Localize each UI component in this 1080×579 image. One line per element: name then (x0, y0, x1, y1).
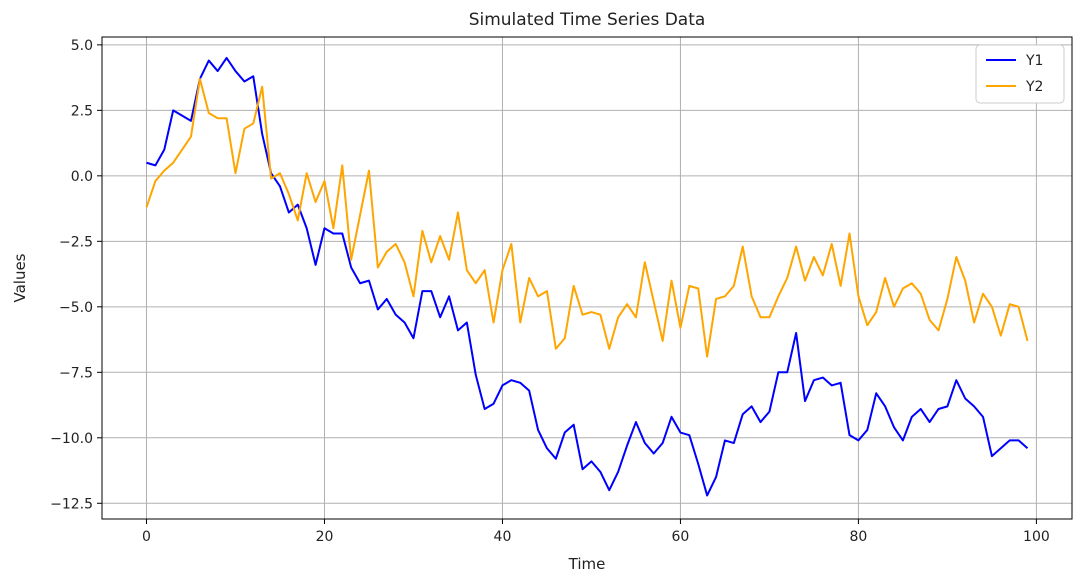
x-tick-label: 60 (672, 529, 690, 545)
x-tick-label: 40 (494, 529, 512, 545)
legend-label-y1: Y1 (1025, 53, 1043, 69)
legend: Y1 Y2 (975, 44, 1065, 104)
legend-label-y2: Y2 (1025, 79, 1043, 95)
y-axis: 5.0 2.5 0.0 −2.5 −5.0 −7.5 −10.0 −12.5 (50, 38, 102, 512)
x-tick-label: 0 (142, 529, 151, 545)
y-tick-label: −10.0 (50, 431, 93, 447)
chart-title: Simulated Time Series Data (469, 10, 706, 30)
series-line-y2 (145, 77, 1029, 358)
y-tick-label: 0.0 (71, 169, 93, 185)
y-tick-label: −12.5 (50, 496, 93, 512)
plot-frame (101, 36, 1073, 520)
x-tick-label: 20 (316, 529, 334, 545)
x-tick-label: 80 (850, 529, 868, 545)
x-axis-label: Time (568, 555, 606, 573)
y-tick-label: −5.0 (59, 300, 93, 316)
x-tick-label: 100 (1023, 529, 1050, 545)
y-tick-label: −2.5 (59, 234, 93, 250)
x-axis: 0 20 40 60 80 100 (142, 519, 1050, 545)
legend-box (975, 44, 1065, 104)
series-line-y1 (146, 56, 1029, 497)
y-axis-label: Values (11, 253, 29, 302)
y-tick-label: 5.0 (71, 38, 93, 54)
y-tick-label: 2.5 (71, 103, 93, 119)
y-tick-label: −7.5 (59, 365, 93, 381)
series-lines (145, 56, 1029, 497)
grid (102, 37, 1072, 519)
